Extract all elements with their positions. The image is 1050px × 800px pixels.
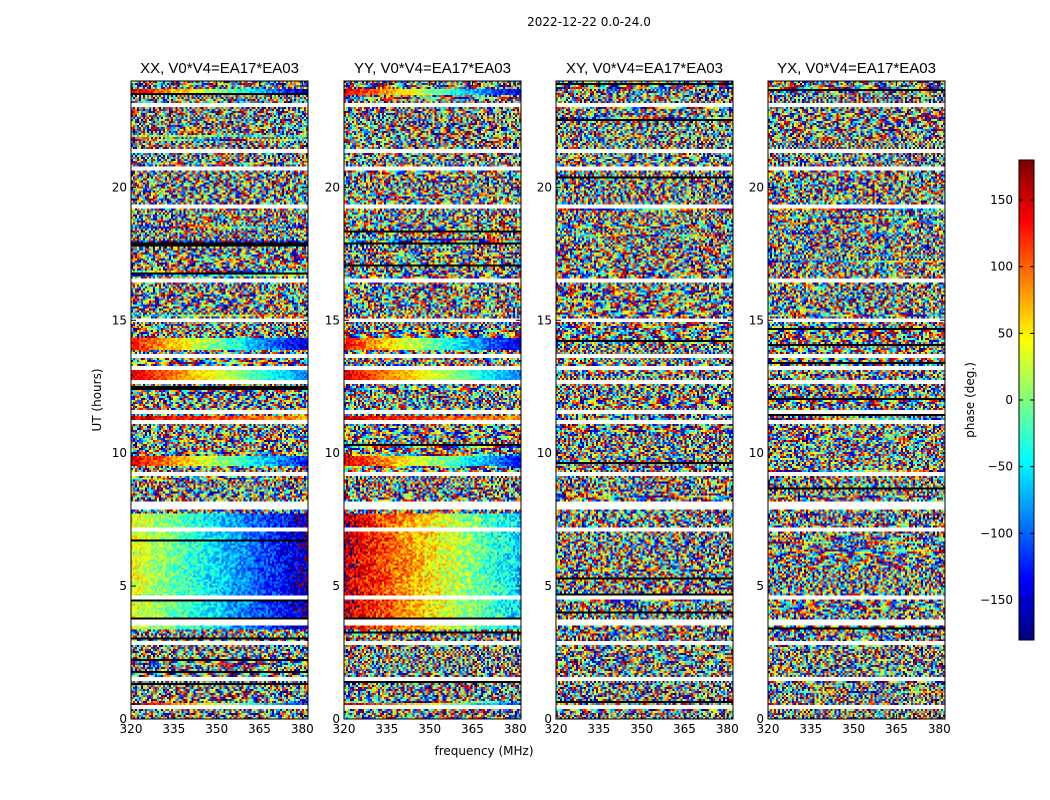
x-tick-label: 335 [162, 722, 185, 736]
panels-layer: XX, V0*V4=EA17*EA03 320 335 350 365 380 0 5 10 15… [112, 60, 951, 736]
x-tick-label: 365 [673, 722, 696, 736]
x-tick-label: 380 [716, 722, 739, 736]
colorbar-tick-label: 150 [990, 193, 1013, 207]
x-tick-label: 380 [291, 722, 314, 736]
x-tick-label: 320 [757, 722, 780, 736]
panel-title-xx: XX, V0*V4=EA17*EA03 [140, 60, 299, 77]
panel-yx: YX, V0*V4=EA17*EA03 320 335 350 365 380 0 5 10 15… [749, 60, 951, 736]
panel-xx: XX, V0*V4=EA17*EA03 320 335 350 365 380 0 5 10 15… [112, 60, 314, 736]
y-tick-label: 5 [332, 579, 340, 593]
x-tick-label: 350 [842, 722, 865, 736]
colorbar-tick-label: −150 [980, 593, 1013, 607]
y-tick-label: 10 [749, 446, 764, 460]
x-tick-label: 365 [461, 722, 484, 736]
y-tick-label: 10 [112, 446, 127, 460]
x-tick-label: 320 [120, 722, 143, 736]
panel-frame [555, 80, 734, 720]
panel-frame [343, 80, 522, 720]
panel-yy: YY, V0*V4=EA17*EA03 320 335 350 365 380 0 5 10 15… [325, 60, 527, 736]
y-tick-label: 20 [112, 180, 127, 194]
x-tick-label: 350 [630, 722, 653, 736]
panel-title-yy: YY, V0*V4=EA17*EA03 [354, 60, 511, 77]
panel-title-xy: XY, V0*V4=EA17*EA03 [566, 60, 723, 77]
y-tick-label: 0 [119, 712, 127, 726]
y-tick-label: 15 [537, 313, 552, 327]
y-tick-label: 10 [537, 446, 552, 460]
x-tick-label: 320 [545, 722, 568, 736]
heatmap-yy [344, 81, 521, 719]
colorbar: 150 100 50 0 −50 −100 −150 [980, 159, 1035, 641]
y-tick-label: 20 [749, 180, 764, 194]
y-tick-label: 5 [119, 579, 127, 593]
y-tick-label: 5 [756, 579, 764, 593]
y-tick-label: 15 [325, 313, 340, 327]
panel-xy: XY, V0*V4=EA17*EA03 320 335 350 365 380 0 5 10 15… [537, 60, 739, 736]
y-tick-label: 15 [749, 313, 764, 327]
y-tick-label: 0 [756, 712, 764, 726]
colorbar-tick-label: 0 [1005, 393, 1013, 407]
y-tick-label: 20 [537, 180, 552, 194]
y-tick-label: 10 [325, 446, 340, 460]
colorbar-tick-label: −50 [988, 460, 1013, 474]
y-tick-label: 20 [325, 180, 340, 194]
heatmap-xy [556, 81, 733, 719]
y-tick-label: 5 [544, 579, 552, 593]
x-tick-label: 320 [333, 722, 356, 736]
x-tick-label: 335 [587, 722, 610, 736]
panel-frame [767, 80, 946, 720]
figure-suptitle: 2022-12-22 0.0-24.0 [527, 15, 651, 29]
colorbar-tick-label: −100 [980, 526, 1013, 540]
panel-title-yx: YX, V0*V4=EA17*EA03 [777, 60, 936, 77]
x-tick-label: 350 [205, 722, 228, 736]
colorbar-label: phase (deg.) [963, 362, 977, 438]
x-tick-label: 350 [418, 722, 441, 736]
x-tick-label: 335 [799, 722, 822, 736]
heatmap-yx [768, 81, 945, 719]
panel-frame [130, 80, 309, 720]
x-axis-label: frequency (MHz) [434, 744, 533, 758]
x-tick-label: 380 [504, 722, 527, 736]
y-axis-label: UT (hours) [90, 368, 104, 431]
colorbar-tick-label: 100 [990, 260, 1013, 274]
x-tick-label: 335 [375, 722, 398, 736]
colorbar-tick-label: 50 [998, 326, 1013, 340]
y-tick-label: 0 [544, 712, 552, 726]
heatmap-xx [131, 81, 308, 719]
y-tick-label: 0 [332, 712, 340, 726]
x-tick-label: 365 [885, 722, 908, 736]
x-tick-label: 380 [928, 722, 951, 736]
colorbar-gradient [1019, 160, 1034, 640]
x-tick-label: 365 [248, 722, 271, 736]
y-tick-label: 15 [112, 313, 127, 327]
